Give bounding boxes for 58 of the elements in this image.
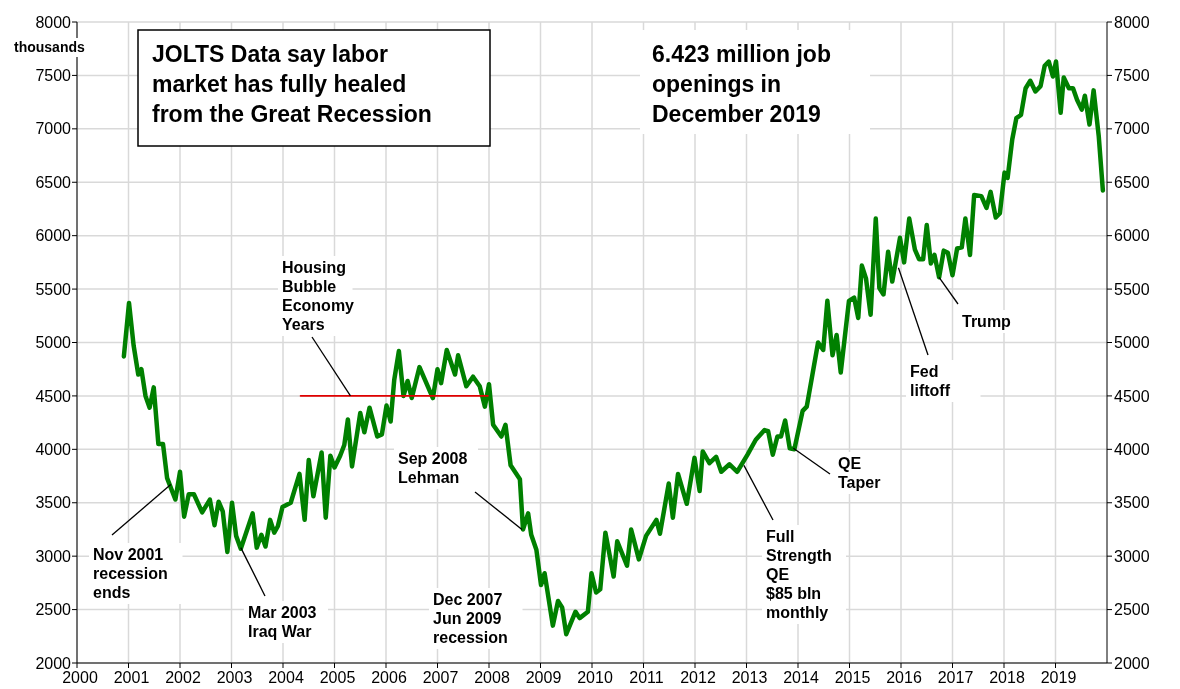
- annotation: QE Taper: [838, 455, 881, 491]
- y2-tick-label: 6000: [1114, 227, 1150, 245]
- y-tick-label: 2500: [35, 601, 72, 619]
- y2-tick-label: 3500: [1114, 494, 1150, 512]
- text: JOLTS Data say labor market has fully healed from the Great Recession: [152, 41, 432, 127]
- x-tick-label: 2003: [216, 669, 253, 686]
- x-tick-label: 2018: [989, 669, 1025, 686]
- y-tick-label: 2000: [35, 654, 72, 672]
- x-tick-label: 2017: [937, 669, 974, 686]
- y-tick-label: 3500: [35, 494, 72, 512]
- x-tick-label: 2004: [268, 669, 304, 686]
- annotation: Sep 2008 Lehman: [398, 450, 468, 486]
- x-tick-label: 2016: [886, 669, 922, 686]
- x-tick-label: 2001: [113, 669, 150, 686]
- y-tick-label: 8000: [35, 13, 72, 31]
- annotation: Housing Bubble Economy Years: [282, 259, 355, 333]
- x-tick-label: 2009: [525, 669, 562, 686]
- y2-tick-label: 7500: [1114, 67, 1150, 85]
- y-tick-label: 6000: [35, 227, 72, 245]
- x-tick-label: 2006: [371, 669, 407, 686]
- x-tick-label: 2002: [165, 669, 201, 686]
- annotation: Dec 2007 Jun 2009 recession: [433, 591, 508, 646]
- y-tick-label: 5000: [35, 334, 72, 352]
- y2-tick-label: 5000: [1114, 334, 1150, 352]
- y2-tick-label: 2000: [1114, 654, 1150, 672]
- x-tick-label: 2000: [62, 669, 98, 686]
- x-tick-label: 2010: [577, 669, 613, 686]
- y2-tick-label: 3000: [1114, 547, 1150, 565]
- text: 6.423 million job openings in December 2019: [652, 41, 831, 127]
- x-tick-label: 2019: [1040, 669, 1077, 686]
- x-tick-label: 2005: [319, 669, 356, 686]
- annotation: Nov 2001 recession ends: [93, 546, 168, 601]
- y-tick-label: 5500: [35, 280, 72, 298]
- y2-tick-label: 7000: [1114, 120, 1150, 138]
- x-tick-label: 2013: [731, 669, 768, 686]
- y-tick-label: 6500: [35, 173, 72, 191]
- y-tick-label: 4500: [35, 387, 72, 405]
- annotation: Fed liftoff: [910, 363, 951, 399]
- annotation: Mar 2003 Iraq War: [248, 604, 317, 640]
- y2-tick-label: 2500: [1114, 601, 1150, 619]
- x-tick-label: 2012: [680, 669, 716, 686]
- y-tick-label: 7500: [35, 67, 72, 85]
- y-axis-title: thousands: [14, 39, 85, 55]
- y2-tick-label: 5500: [1114, 280, 1150, 298]
- annotation: Trump: [962, 313, 1012, 330]
- y2-tick-label: 4500: [1114, 387, 1150, 405]
- y-tick-label: 4000: [35, 440, 72, 458]
- x-tick-label: 2014: [783, 669, 819, 686]
- y2-tick-label: 6500: [1114, 173, 1150, 191]
- y2-tick-label: 4000: [1114, 440, 1150, 458]
- y2-tick-label: 8000: [1114, 13, 1150, 31]
- y-tick-label: 3000: [35, 547, 72, 565]
- x-tick-label: 2007: [422, 669, 459, 686]
- annotation: Full Strength QE $85 bln monthly: [766, 528, 832, 621]
- y-tick-label: 7000: [35, 120, 72, 138]
- x-tick-label: 2015: [834, 669, 871, 686]
- x-tick-label: 2008: [474, 669, 510, 686]
- x-tick-label: 2011: [629, 669, 664, 686]
